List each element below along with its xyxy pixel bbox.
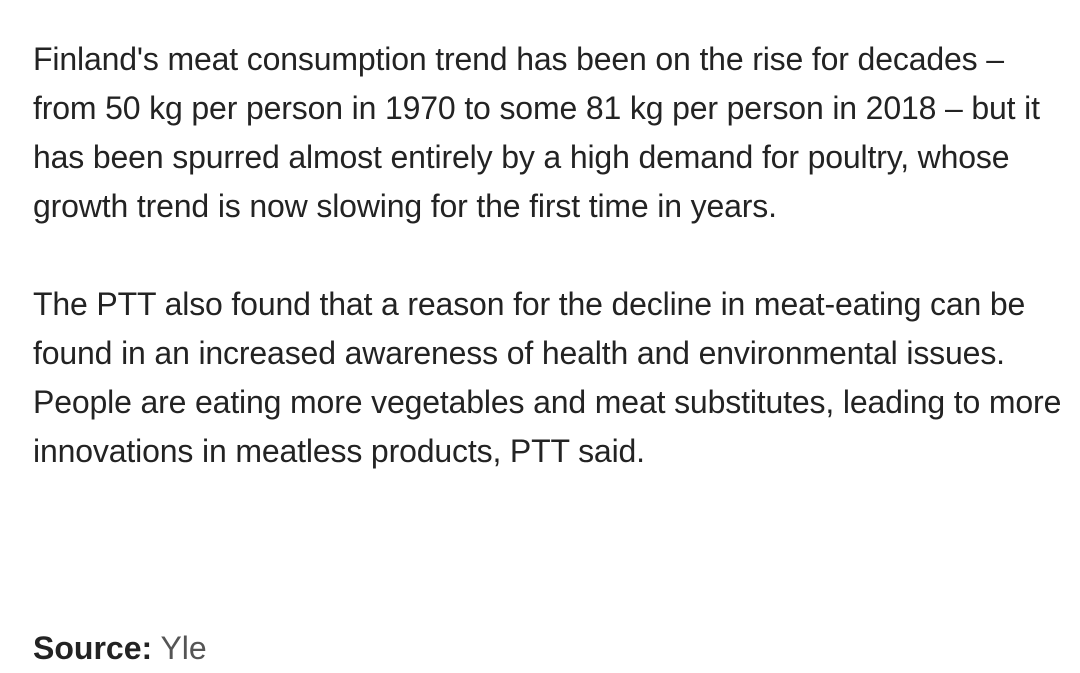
article-source: Source: Yle — [33, 624, 207, 673]
source-link[interactable]: Yle — [160, 630, 207, 666]
source-label: Source: — [33, 630, 153, 666]
article-paragraph-2: The PTT also found that a reason for the… — [33, 286, 1062, 469]
article-paragraph-1: Finland's meat consumption trend has bee… — [33, 41, 1040, 224]
article-body: Finland's meat consumption trend has bee… — [33, 35, 1063, 476]
